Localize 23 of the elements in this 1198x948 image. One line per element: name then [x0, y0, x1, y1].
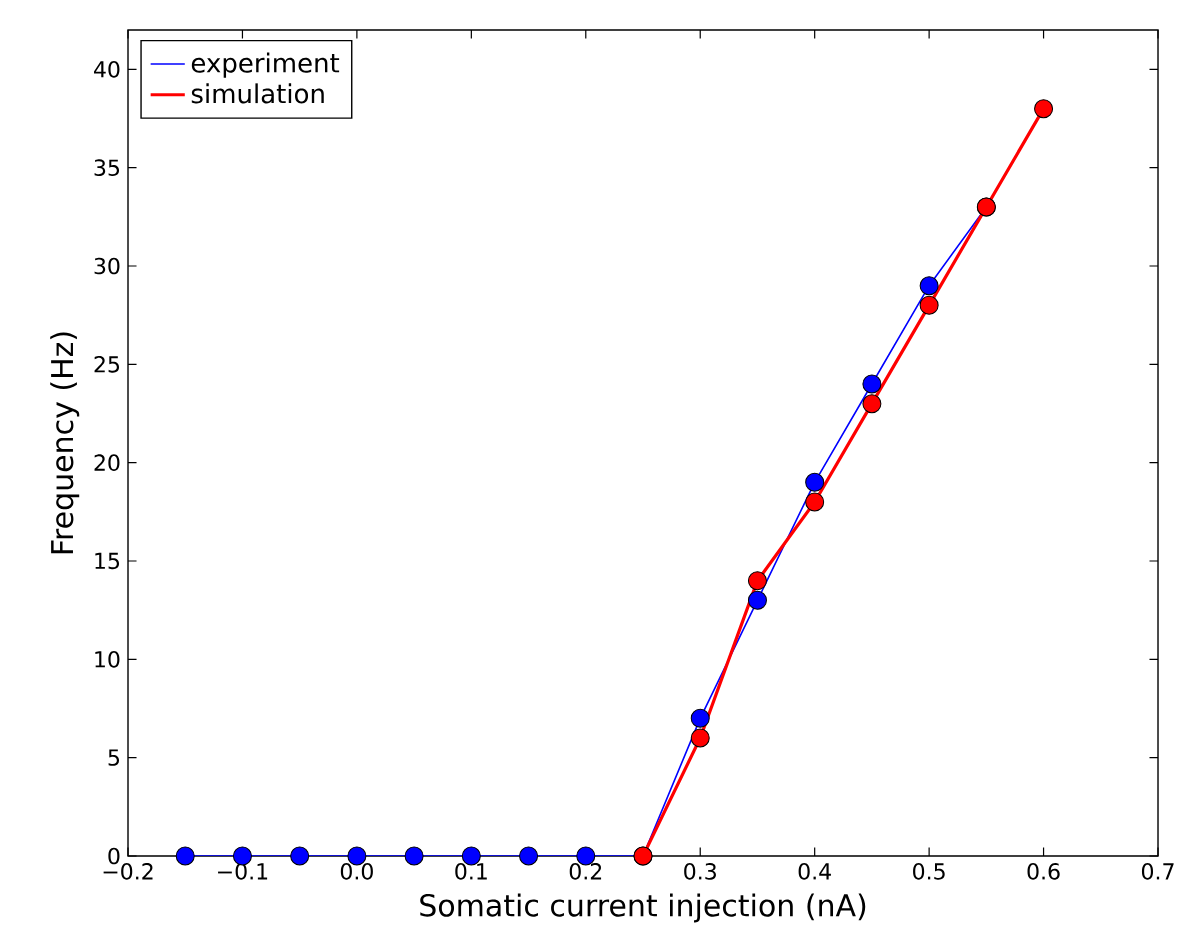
y-tick-label: 5	[108, 749, 120, 766]
x-tick-label: 0.3	[684, 863, 716, 880]
x-tick-label: 0.1	[455, 863, 487, 880]
y-tick-label: 35	[94, 159, 120, 176]
x-tick-label: 0.4	[798, 863, 831, 880]
x-tick-label: 0.0	[340, 863, 373, 880]
y-axis-title: Frequency (Hz)	[50, 332, 80, 554]
y-tick-label: 10	[95, 651, 120, 668]
y-tick-label: 30	[94, 257, 120, 275]
x-tick-label: −0.1	[218, 863, 268, 880]
y-tick-label: 40	[94, 61, 120, 78]
x-tick-label: 0.5	[913, 863, 945, 880]
x-tick-label: −0.2	[103, 863, 153, 880]
x-axis-title: Somatic current injection (nA)	[420, 893, 866, 923]
x-tick-label: 0.2	[569, 863, 602, 880]
legend-label: simulation	[191, 83, 324, 104]
y-tick-label: 25	[94, 356, 120, 373]
y-tick-label: 0	[108, 847, 120, 865]
legend-label: experiment	[191, 52, 340, 78]
y-tick-label: 20	[94, 454, 120, 471]
x-tick-label: 0.6	[1027, 863, 1060, 880]
x-tick-label: 0.7	[1141, 863, 1174, 880]
y-tick-label: 15	[95, 552, 120, 570]
